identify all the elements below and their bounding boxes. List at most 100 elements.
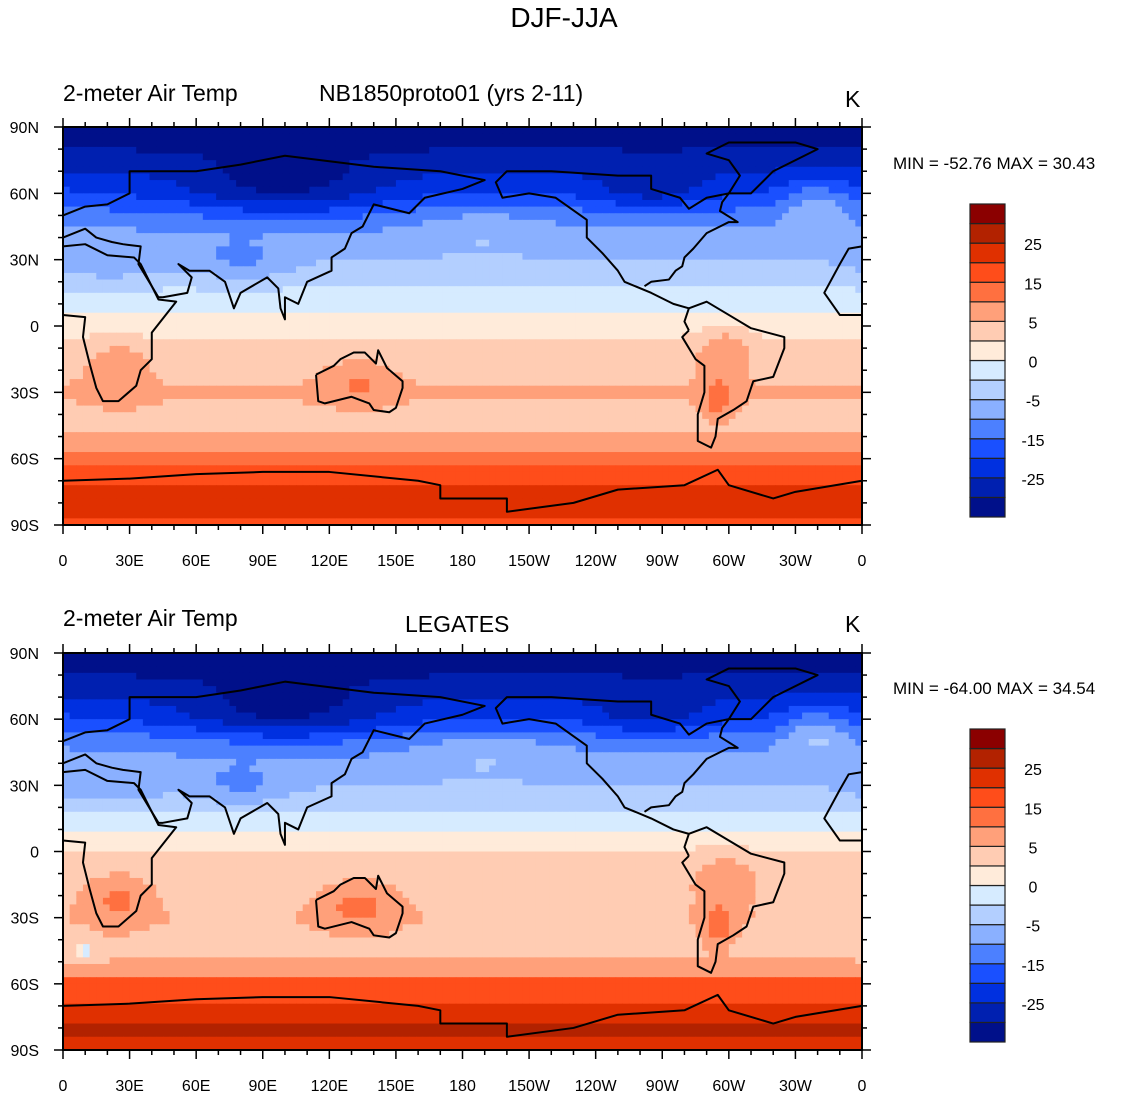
field-cell: [116, 326, 124, 334]
field-cell: [142, 213, 151, 221]
field-cell: [708, 352, 717, 360]
field-cell: [822, 239, 830, 247]
field-cell: [602, 339, 610, 347]
field-cell: [242, 326, 251, 334]
field-cell: [449, 345, 457, 354]
field-cell: [409, 180, 417, 188]
field-cell: [608, 193, 617, 201]
field-cell: [382, 372, 390, 380]
field-cell: [449, 253, 457, 261]
field-cell: [668, 146, 677, 155]
field-cell: [296, 359, 304, 367]
field-cell: [522, 199, 530, 208]
field-cell: [702, 272, 710, 281]
field-cell: [309, 133, 317, 141]
field-cell: [828, 332, 836, 340]
field-cell: [129, 233, 137, 241]
field-cell: [335, 312, 344, 320]
field-cell: [296, 127, 304, 135]
field-cell: [495, 253, 504, 261]
field-cell: [142, 146, 151, 155]
field-cell: [109, 286, 117, 294]
field-cell: [615, 233, 623, 241]
field-cell: [335, 239, 344, 247]
field-cell: [589, 299, 597, 307]
field-cell: [209, 180, 217, 188]
field-cell: [149, 359, 157, 367]
field-cell: [402, 226, 410, 234]
field-cell: [129, 199, 137, 208]
field-cell: [482, 127, 490, 135]
field-cell: [562, 140, 570, 148]
field-cell: [502, 326, 510, 334]
field-cell: [449, 173, 457, 181]
field-cell: [509, 153, 517, 161]
field-cell: [529, 239, 537, 247]
field-cell: [675, 306, 683, 314]
field-cell: [655, 326, 663, 334]
field-cell: [489, 173, 497, 181]
field-cell: [695, 306, 703, 314]
field-cell: [475, 266, 484, 274]
field-cell: [429, 286, 437, 294]
field-cell: [82, 398, 91, 407]
field-cell: [762, 352, 770, 360]
field-cell: [762, 292, 770, 301]
field-cell: [842, 272, 850, 281]
field-cell: [309, 319, 317, 327]
field-cell: [395, 199, 404, 208]
field-cell: [209, 345, 217, 354]
field-cell: [722, 379, 730, 387]
field-cell: [289, 253, 297, 261]
field-cell: [129, 392, 137, 400]
field-cell: [755, 272, 763, 281]
field-cell: [369, 359, 377, 367]
field-cell: [82, 153, 91, 161]
field-cell: [569, 385, 577, 393]
field-cell: [276, 345, 284, 354]
field-cell: [102, 166, 111, 175]
field-cell: [748, 292, 757, 301]
field-cell: [249, 253, 257, 261]
field-cell: [682, 226, 690, 234]
field-cell: [96, 299, 104, 307]
field-cell: [469, 286, 477, 294]
field-cell: [69, 153, 77, 161]
field-cell: [815, 312, 823, 320]
field-cell: [262, 226, 271, 234]
field-cell: [509, 219, 517, 228]
field-cell: [149, 272, 157, 281]
field-cell: [675, 385, 683, 393]
field-cell: [502, 199, 510, 208]
field-cell: [562, 398, 570, 407]
field-cell: [635, 326, 643, 334]
field-cell: [402, 352, 410, 360]
field-cell: [848, 133, 856, 141]
field-cell: [742, 133, 750, 141]
field-cell: [349, 385, 357, 393]
field-cell: [755, 306, 763, 314]
field-cell: [402, 246, 410, 254]
field-cell: [708, 186, 717, 194]
field-cell: [176, 206, 184, 214]
field-cell: [402, 259, 410, 267]
field-cell: [322, 199, 330, 208]
field-cell: [549, 233, 557, 241]
field-cell: [296, 292, 304, 301]
field-cell: [296, 385, 304, 393]
field-cell: [635, 359, 643, 367]
field-cell: [782, 226, 790, 234]
field-cell: [116, 199, 124, 208]
field-cell: [469, 127, 477, 135]
field-cell: [129, 246, 137, 254]
field-cell: [162, 186, 171, 194]
field-cell: [276, 326, 284, 334]
field-cell: [102, 226, 111, 234]
field-cell: [589, 345, 597, 354]
field-cell: [129, 259, 137, 267]
field-cell: [802, 239, 810, 247]
field-cell: [582, 286, 590, 294]
field-cell: [335, 133, 344, 141]
field-cell: [209, 332, 217, 340]
field-cell: [835, 166, 843, 175]
